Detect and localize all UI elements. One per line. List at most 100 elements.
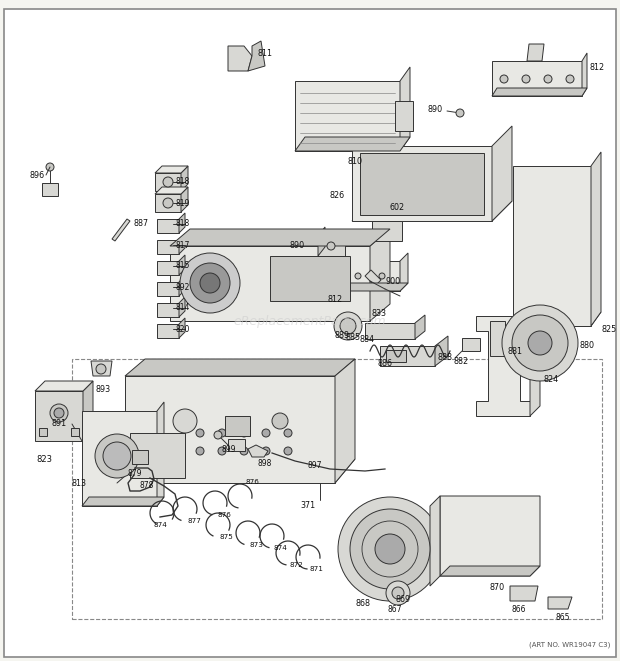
Text: 891: 891 (52, 420, 67, 428)
Polygon shape (320, 283, 408, 291)
Polygon shape (320, 261, 400, 291)
Circle shape (338, 497, 442, 601)
Circle shape (262, 447, 270, 455)
Polygon shape (155, 173, 181, 191)
Polygon shape (125, 376, 335, 483)
Polygon shape (492, 61, 582, 96)
Text: 889: 889 (335, 332, 350, 340)
Circle shape (327, 242, 335, 250)
Polygon shape (295, 81, 400, 151)
Polygon shape (179, 297, 185, 317)
Polygon shape (591, 152, 601, 326)
Bar (386, 350, 406, 362)
Polygon shape (82, 411, 157, 506)
Text: 892: 892 (175, 282, 189, 292)
Text: 899: 899 (222, 444, 236, 453)
Text: 371: 371 (300, 500, 315, 510)
Circle shape (96, 364, 106, 374)
Polygon shape (372, 221, 402, 241)
Text: 880: 880 (580, 342, 595, 350)
Polygon shape (430, 496, 440, 586)
Text: 818: 818 (175, 219, 189, 229)
Polygon shape (157, 219, 179, 233)
Circle shape (379, 273, 385, 279)
Text: 826: 826 (330, 192, 345, 200)
Polygon shape (155, 194, 181, 212)
Polygon shape (335, 359, 355, 483)
Polygon shape (513, 312, 601, 326)
Polygon shape (510, 586, 538, 601)
Circle shape (340, 318, 356, 334)
Text: 886: 886 (378, 358, 393, 368)
Text: 814: 814 (175, 303, 189, 313)
Bar (395, 101, 413, 131)
Polygon shape (365, 323, 415, 339)
Text: 884: 884 (360, 334, 375, 344)
Circle shape (240, 447, 248, 455)
Text: 887: 887 (134, 219, 149, 229)
Polygon shape (490, 321, 505, 356)
Circle shape (163, 177, 173, 187)
Text: 815: 815 (175, 262, 189, 270)
Polygon shape (548, 597, 572, 609)
Text: 877: 877 (187, 518, 201, 524)
Text: 823: 823 (36, 455, 52, 463)
Circle shape (173, 409, 197, 433)
Circle shape (196, 447, 204, 455)
Polygon shape (181, 187, 188, 212)
Circle shape (392, 587, 404, 599)
Polygon shape (82, 497, 164, 506)
Polygon shape (530, 306, 540, 416)
Circle shape (350, 509, 430, 589)
Text: 885: 885 (345, 334, 360, 342)
Polygon shape (35, 391, 83, 441)
Bar (225, 416, 250, 436)
Polygon shape (35, 381, 93, 391)
Circle shape (386, 581, 410, 605)
Text: 898: 898 (258, 459, 272, 469)
Circle shape (196, 429, 204, 437)
Polygon shape (352, 146, 492, 221)
Circle shape (456, 109, 464, 117)
Polygon shape (179, 213, 185, 233)
Polygon shape (125, 459, 355, 483)
Text: 825: 825 (602, 325, 618, 334)
Text: 870: 870 (490, 584, 505, 592)
Bar (270, 256, 350, 301)
Polygon shape (170, 246, 370, 321)
Polygon shape (440, 496, 540, 576)
Text: 890: 890 (290, 241, 305, 251)
Circle shape (331, 273, 337, 279)
Polygon shape (415, 315, 425, 339)
Circle shape (218, 447, 226, 455)
Text: 869: 869 (395, 594, 410, 603)
Circle shape (528, 331, 552, 355)
Polygon shape (462, 338, 480, 351)
Text: 893: 893 (95, 385, 110, 393)
Polygon shape (295, 137, 410, 151)
Text: 876: 876 (217, 512, 231, 518)
Polygon shape (365, 270, 381, 286)
Circle shape (522, 75, 530, 83)
Circle shape (375, 534, 405, 564)
Circle shape (50, 404, 68, 422)
Text: 871: 871 (310, 566, 324, 572)
Polygon shape (228, 439, 245, 451)
Text: 882: 882 (454, 356, 469, 366)
Polygon shape (492, 88, 587, 96)
Text: 879: 879 (128, 469, 143, 477)
Polygon shape (318, 236, 345, 256)
Text: eReplacementParts.com: eReplacementParts.com (234, 315, 386, 327)
Text: 818: 818 (175, 178, 189, 186)
Text: 867: 867 (388, 605, 402, 613)
Polygon shape (125, 359, 355, 376)
Polygon shape (476, 316, 530, 416)
Polygon shape (513, 166, 591, 326)
Text: 810: 810 (348, 157, 363, 165)
Circle shape (95, 434, 139, 478)
Polygon shape (157, 303, 179, 317)
Circle shape (180, 253, 240, 313)
Text: 833: 833 (372, 309, 387, 317)
Polygon shape (248, 41, 265, 71)
Circle shape (272, 413, 288, 429)
